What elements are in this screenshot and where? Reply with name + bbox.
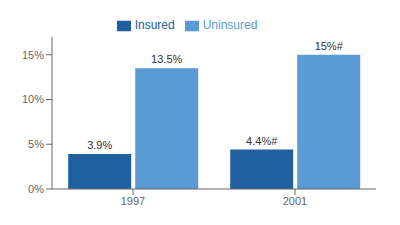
html-text:Uninsured: Uninsured [202, 18, 258, 32]
svg-text:1997: 1997 [121, 195, 145, 207]
svg-text:13.5%: 13.5% [151, 53, 182, 65]
svg-text:15%: 15% [22, 49, 44, 61]
svg-text:5%: 5% [28, 138, 44, 150]
svg-text:3.9%: 3.9% [87, 139, 112, 151]
html-text:Insured: Insured [134, 18, 175, 32]
svg-text:2001: 2001 [283, 195, 307, 207]
svg-text:0%: 0% [28, 183, 44, 195]
svg-text:4.4%#: 4.4%# [246, 135, 278, 147]
svg-text:15%#: 15%# [315, 40, 344, 52]
svg-text:10%: 10% [22, 93, 44, 105]
